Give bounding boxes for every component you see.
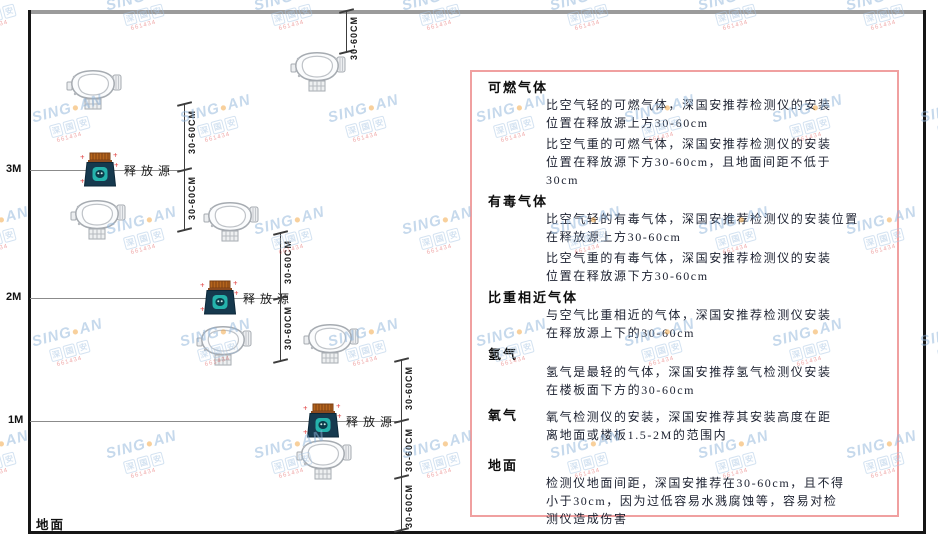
section-heading: 氧气 [488,408,519,423]
release-source-label: 释放源 [124,164,176,178]
height-label-1m: 1M [8,414,24,426]
dimension-line [184,104,185,231]
dimension-tick [273,358,288,364]
section-heading: 地面 [488,458,519,473]
guideline-text: 比空气轻的有毒气体，深国安推荐检测仪的安装位置 [546,212,859,226]
guideline-text: 氢气是最轻的气体，深国安推荐氢气检测仪安装 [546,365,832,379]
guideline-text: 位置在释放源下方30-60cm [546,269,709,283]
gas-detector-icon [196,326,252,366]
release-source-icon [200,280,240,315]
guideline-text: 比空气重的可燃气体，深国安推荐检测仪的安装 [546,137,832,151]
guideline-text: 比空气重的有毒气体，深国安推荐检测仪的安装 [546,251,832,265]
dimension-line [346,10,347,53]
guideline-text: 比空气轻的可燃气体，深国安推荐检测仪的安装 [546,98,832,112]
dimension-tick [177,227,192,233]
guideline-text: 在释放源上下的30-60cm [546,326,696,340]
guideline-text: 离地面或楼板1.5-2M的范围内 [546,428,728,442]
section-hydrogen: 氢气 氢气是最轻的气体，深国安推荐氢气检测仪安装 在楼板面下方的30-60cm [488,347,885,399]
dimension-label: 30-60CM [187,110,197,155]
dimension-label: 30-60CM [349,16,359,61]
guideline-text: 检测仪地面间距，深国安推荐在30-60cm，且不得 [546,476,845,490]
dimension-line [401,360,402,532]
gas-detector-icon [70,200,126,240]
height-label-3m: 3M [6,163,22,175]
gas-detector-icon [296,440,352,480]
guideline-text: 30cm [546,173,580,187]
guideline-text: 位置在释放源下方30-60cm，且地面间距不低于 [546,155,832,169]
guideline-text: 小于30cm，因为过低容易水溅腐蚀等，容易对检 [546,494,838,508]
gas-detector-icon [66,70,122,110]
ground-label: 地面 [36,518,66,532]
section-heading: 有毒气体 [488,194,549,209]
section-heading: 比重相近气体 [488,290,579,305]
section-heading: 可燃气体 [488,80,549,95]
release-source-icon [80,152,120,187]
ceiling-line [28,10,926,14]
section-heading: 氢气 [488,347,519,362]
guideline-text: 位置在释放源上方30-60cm [546,116,709,130]
left-wall-line [28,10,31,534]
guideline-text: 测仪造成伤害 [546,512,628,526]
floor-line [28,531,926,534]
right-wall-line [923,10,926,534]
dimension-label: 30-60CM [283,306,293,351]
dimension-label: 30-60CM [404,484,414,529]
release-source-label: 释放源 [243,292,295,306]
height-line-1m [30,421,401,422]
section-combustible-gas: 可燃气体 比空气轻的可燃气体，深国安推荐检测仪的安装 位置在释放源上方30-60… [488,80,885,189]
section-toxic-gas: 有毒气体 比空气轻的有毒气体，深国安推荐检测仪的安装位置 在释放源上方30-60… [488,194,885,285]
release-source-label: 释放源 [346,415,398,429]
gas-detector-icon [290,52,346,92]
height-label-2m: 2M [6,291,22,303]
dimension-label: 30-60CM [404,428,414,473]
release-source-icon [303,403,343,438]
dimension-label: 30-60CM [404,366,414,411]
dimension-label: 30-60CM [283,240,293,285]
dimension-label: 30-60CM [187,176,197,221]
guideline-text: 在楼板面下方的30-60cm [546,383,696,397]
gas-detector-icon [303,324,359,364]
height-line-2m [30,298,280,299]
guideline-text: 与空气比重相近的气体，深国安推荐检测仪安装 [546,308,832,322]
section-similar-density-gas: 比重相近气体 与空气比重相近的气体，深国安推荐检测仪安装 在释放源上下的30-6… [488,290,885,342]
gas-detector-icon [203,202,259,242]
guideline-panel: 可燃气体 比空气轻的可燃气体，深国安推荐检测仪的安装 位置在释放源上方30-60… [470,70,899,526]
guideline-text: 氧气检测仪的安装，深国安推荐其安装高度在距 [546,410,832,424]
section-ground: 地面 检测仪地面间距，深国安推荐在30-60cm，且不得 小于30cm，因为过低… [488,458,885,528]
guideline-text: 在释放源上方30-60cm [546,230,682,244]
section-oxygen: 氧气 氧气检测仪的安装，深国安推荐其安装高度在距 离地面或楼板1.5-2M的范围… [488,408,885,444]
